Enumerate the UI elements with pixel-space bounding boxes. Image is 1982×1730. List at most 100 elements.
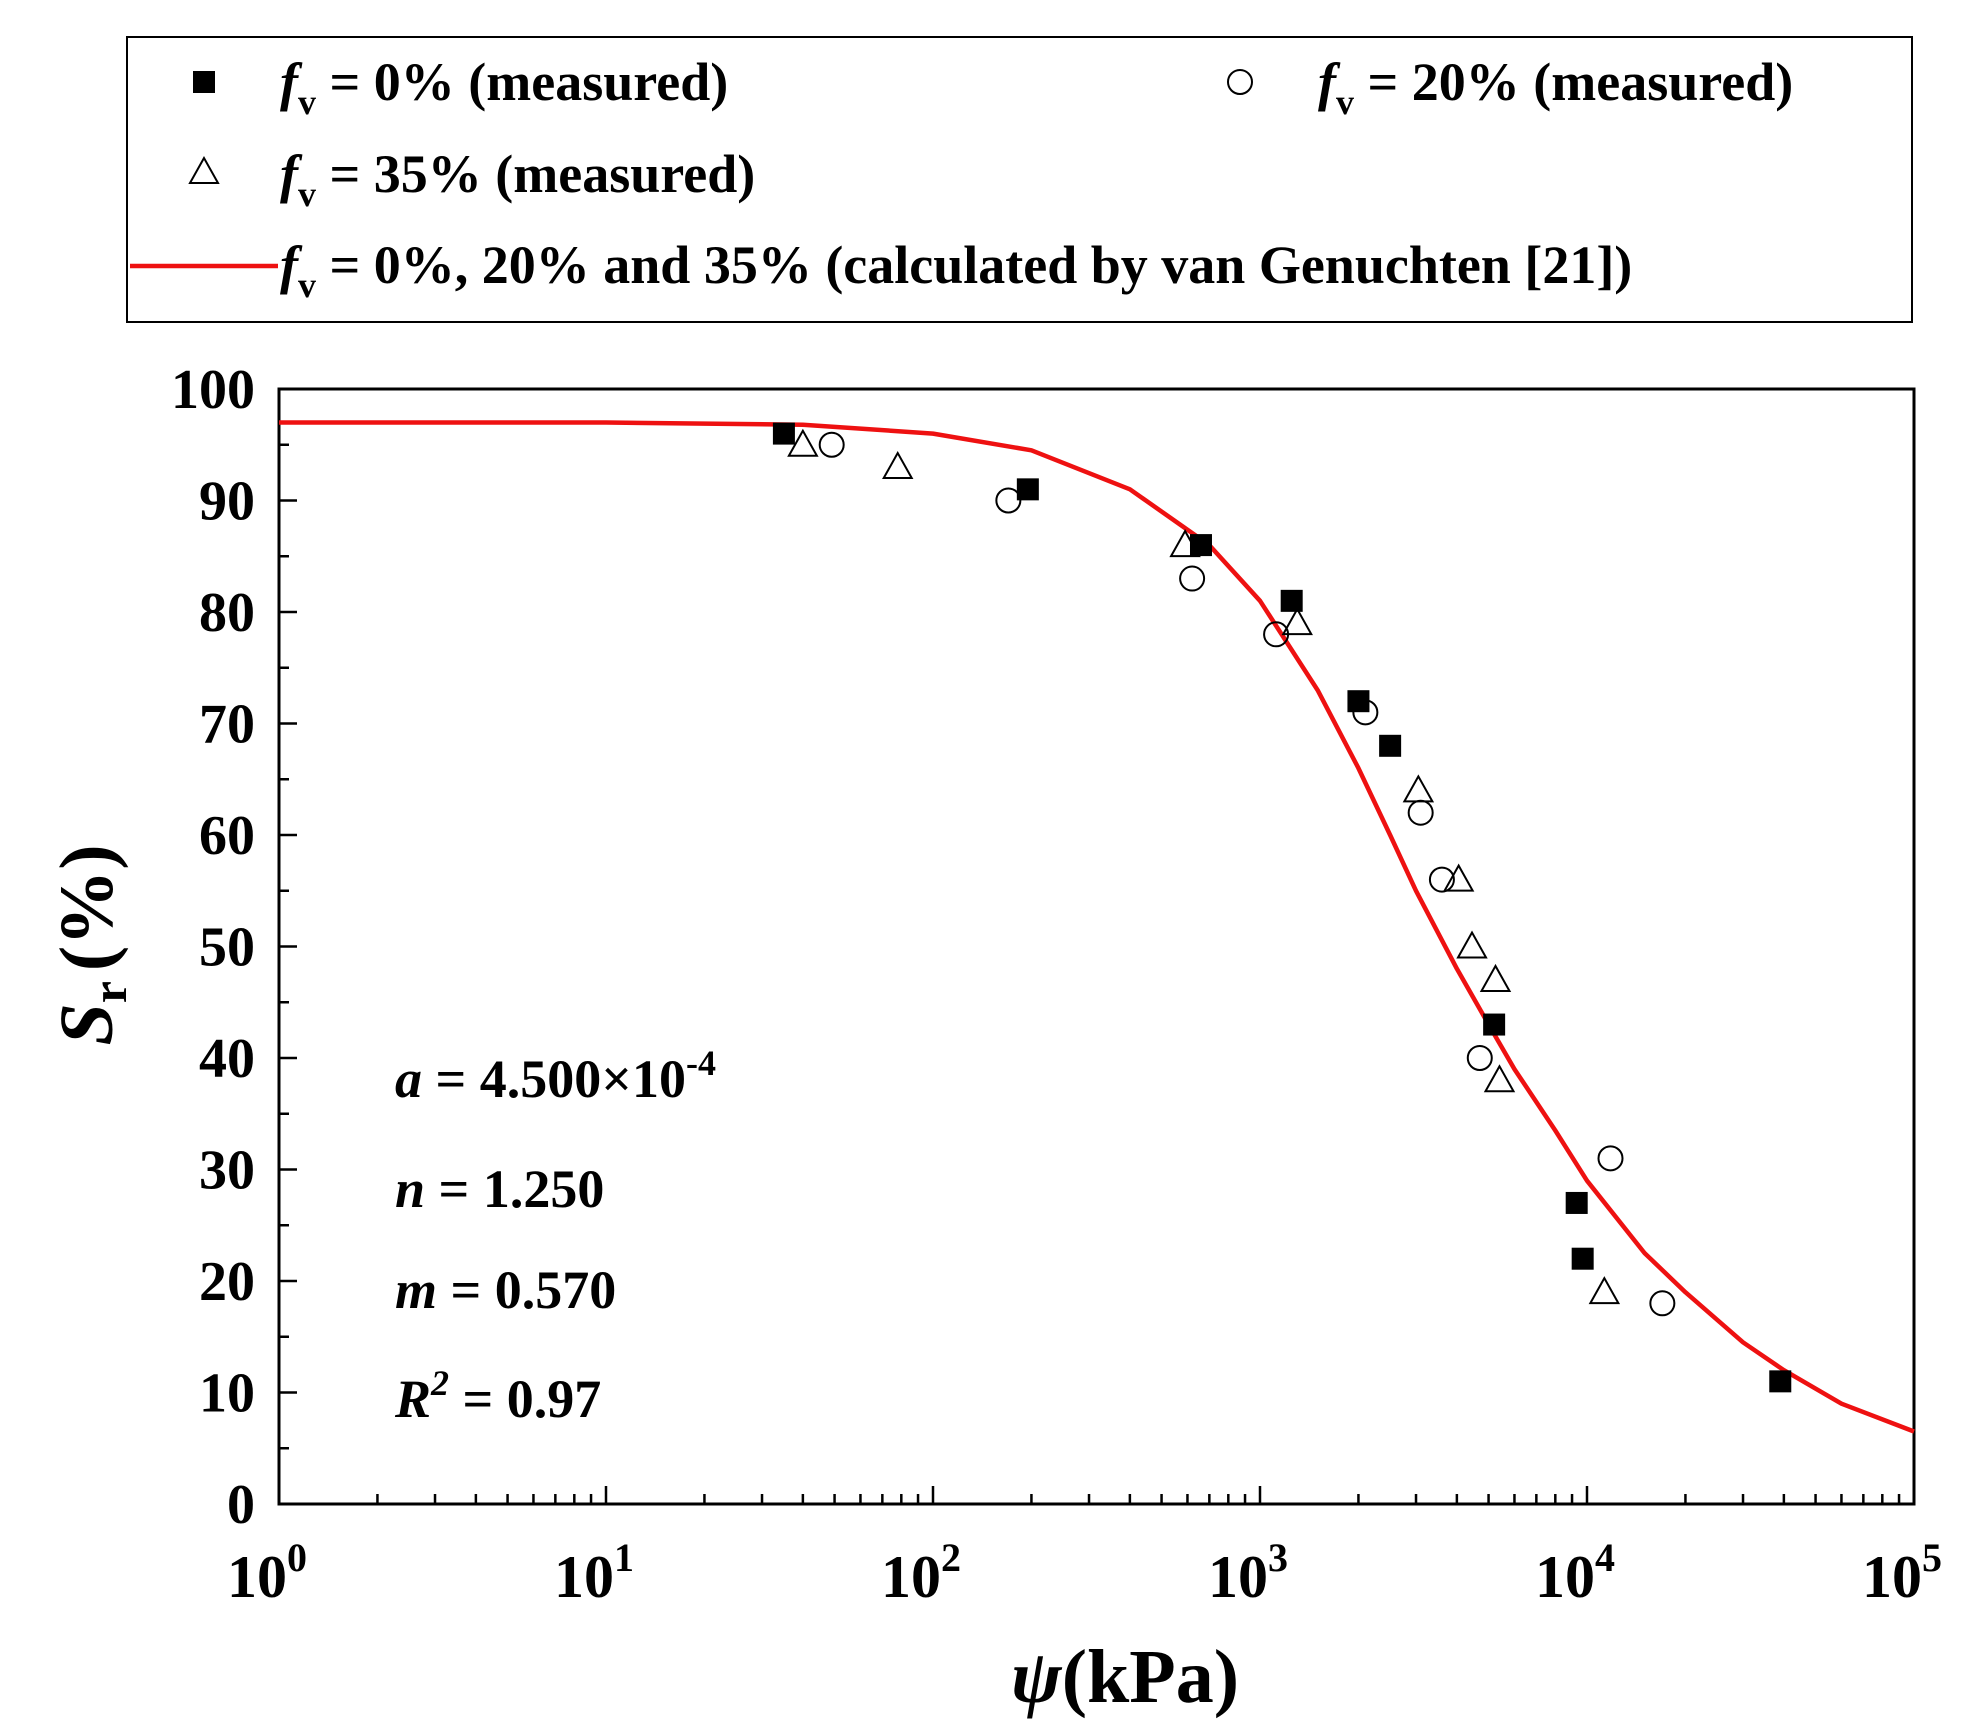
x-tick-label: 105	[1862, 1535, 1942, 1610]
y-tick-label: 80	[199, 582, 255, 644]
point-fv-20	[1466, 1045, 1493, 1071]
point-fv-0	[1565, 1191, 1588, 1214]
legend-label-subscript: v	[298, 82, 316, 122]
x-tick-label: 101	[554, 1535, 634, 1610]
legend-label-subscript: v	[298, 265, 316, 305]
x-axis: 100 101 102 103 104 105	[227, 1486, 1942, 1610]
legend-label-subscript: v	[298, 174, 316, 214]
y-axis-subscript: r	[81, 981, 137, 1003]
legend-label-symbol: f	[280, 235, 303, 295]
legend: fv = 0% (measured) fv = 20% (measured)fv …	[130, 52, 1793, 305]
legend-label: fv = 0%, 20% and 35% (calculated by van …	[280, 235, 1632, 305]
point-fv-0	[1483, 1013, 1506, 1036]
van-genuchten-curve	[279, 420, 1915, 1434]
legend-item-fv-35: fv = 35% (measured)	[188, 144, 755, 214]
y-tick-label: 30	[199, 1140, 255, 1202]
y-axis-title: Sr (%)	[45, 844, 137, 1045]
legend-marker-swatch	[1227, 69, 1253, 95]
legend-label-text: = 0% (measured)	[316, 52, 728, 112]
y-tick-label: 20	[199, 1251, 255, 1313]
plot-frame	[277, 387, 1916, 1506]
x-tick-label: 104	[1535, 1535, 1615, 1610]
legend-label: fv = 35% (measured)	[280, 144, 755, 214]
point-fv-20	[1407, 799, 1434, 826]
point-fv-35	[1402, 774, 1435, 803]
point-fv-20	[818, 431, 845, 458]
point-fv-0	[1571, 1247, 1594, 1270]
fit-parameter-symbol: m	[395, 1260, 437, 1320]
x-tick-label-base: 10	[1535, 1544, 1595, 1610]
fit-parameter-value: = 4.500×10	[422, 1049, 686, 1109]
y-tick-label: 50	[199, 917, 255, 979]
fit-curve-layer	[279, 420, 1915, 1434]
legend-label: fv = 0% (measured)	[280, 52, 728, 122]
point-fv-20	[1179, 565, 1206, 592]
legend-label-text: = 20% (measured)	[1354, 52, 1793, 112]
point-fv-20	[1428, 866, 1455, 893]
legend-label-symbol: f	[1318, 52, 1341, 112]
fit-parameter-exponent: -4	[686, 1043, 716, 1083]
point-fv-20	[1649, 1290, 1676, 1317]
y-tick-label: 40	[199, 1028, 255, 1090]
x-tick-label-exponent: 3	[1268, 1535, 1288, 1580]
point-fv-0	[1769, 1370, 1792, 1393]
fit-parameter: m = 0.570	[395, 1260, 616, 1320]
fit-parameter-symbol: a	[395, 1049, 422, 1109]
point-fv-35	[882, 451, 914, 480]
fit-parameter-symbol: R	[394, 1369, 431, 1429]
point-fv-0	[1347, 690, 1370, 713]
x-tick-label-base: 10	[1208, 1544, 1268, 1610]
point-fv-35	[1169, 529, 1201, 558]
legend-label-text: = 0%, 20% and 35% (calculated by van Gen…	[316, 235, 1632, 295]
x-tick-label-exponent: 4	[1595, 1535, 1615, 1580]
point-fv-20	[995, 487, 1022, 514]
point-fv-35	[1281, 607, 1313, 636]
x-tick-label: 100	[227, 1535, 307, 1610]
x-tick-label-exponent: 2	[941, 1535, 961, 1580]
x-axis-unit: (kPa)	[1062, 1635, 1239, 1719]
y-axis-symbol: S	[45, 1003, 129, 1045]
fit-parameter: a = 4.500×10-4	[395, 1043, 716, 1109]
point-fv-0	[1016, 478, 1039, 501]
point-fv-20	[1597, 1145, 1624, 1172]
point-fv-35	[1483, 1064, 1516, 1093]
point-fv-20	[1352, 699, 1379, 726]
point-fv-0	[1280, 589, 1303, 612]
x-tick-label-exponent: 5	[1922, 1535, 1942, 1580]
fit-parameter: R2 = 0.97	[394, 1363, 601, 1429]
fit-parameter-value: = 0.570	[437, 1260, 616, 1320]
data-points-layer	[772, 422, 1792, 1393]
y-axis: 0 10 20 30 40 50 60 70 80 90 100	[171, 359, 297, 1536]
x-tick-label-base: 10	[554, 1544, 614, 1610]
y-tick-label: 100	[171, 359, 255, 421]
x-axis-symbol: ψ	[1011, 1635, 1063, 1719]
fit-parameter-superscript: 2	[430, 1363, 449, 1403]
legend-label-text: = 35% (measured)	[316, 144, 755, 204]
fit-parameter-symbol: n	[395, 1159, 425, 1219]
fit-parameter-value: = 0.97	[449, 1369, 601, 1429]
legend-label: fv = 20% (measured)	[1318, 52, 1793, 122]
legend-label-symbol: f	[280, 52, 303, 112]
legend-box	[126, 36, 1913, 323]
x-tick-label-exponent: 0	[287, 1535, 307, 1580]
legend-item-fv-20: fv = 20% (measured)	[1227, 52, 1793, 122]
y-tick-label: 0	[227, 1474, 255, 1536]
y-tick-label: 90	[199, 471, 255, 533]
point-fv-35	[1442, 863, 1475, 892]
point-fv-35	[1456, 930, 1488, 959]
y-axis-unit: (%)	[45, 844, 129, 971]
legend-marker-swatch	[188, 155, 220, 184]
legend-label-symbol: f	[280, 144, 303, 204]
y-tick-label: 60	[199, 805, 255, 867]
point-fv-35	[787, 428, 819, 457]
x-tick-label: 102	[881, 1535, 961, 1610]
legend-label-subscript: v	[1336, 82, 1354, 122]
x-axis-title: ψ(kPa)	[1011, 1635, 1239, 1719]
point-fv-0	[772, 422, 795, 445]
fit-parameter: n = 1.250	[395, 1159, 604, 1219]
point-fv-35	[1588, 1276, 1621, 1305]
legend-item-calculated: fv = 0%, 20% and 35% (calculated by van …	[130, 235, 1632, 305]
x-tick-label-base: 10	[1862, 1544, 1922, 1610]
